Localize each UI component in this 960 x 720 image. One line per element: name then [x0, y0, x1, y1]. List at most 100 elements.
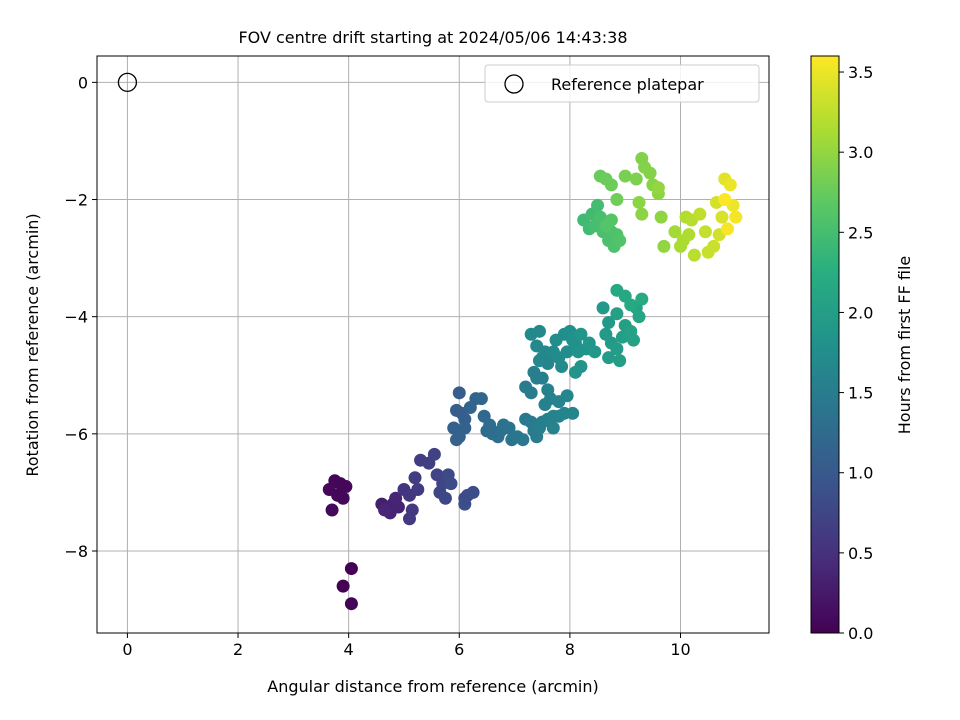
data-point — [452, 386, 466, 400]
data-point — [635, 207, 649, 221]
data-point — [591, 198, 605, 212]
colorbar-label: Hours from first FF file — [895, 256, 914, 435]
legend-label: Reference platepar — [551, 75, 704, 94]
y-tick-label: −4 — [64, 308, 88, 327]
y-tick-label: −8 — [64, 542, 88, 561]
data-point — [466, 485, 480, 499]
data-point — [626, 333, 640, 347]
data-point — [721, 222, 735, 236]
x-axis-ticks: 0 2 4 6 8 10 — [122, 633, 691, 659]
data-point — [339, 480, 353, 494]
data-point — [389, 491, 403, 505]
data-point — [651, 181, 665, 195]
data-point — [450, 433, 464, 447]
data-point — [715, 210, 729, 224]
data-points — [322, 152, 743, 611]
data-point — [530, 339, 544, 353]
data-point — [723, 178, 737, 192]
data-point — [635, 292, 649, 306]
data-point — [344, 562, 358, 576]
x-axis-label: Angular distance from reference (arcmin) — [267, 677, 598, 696]
data-point — [574, 327, 588, 341]
data-point — [474, 392, 488, 406]
data-point — [566, 406, 580, 420]
data-point — [610, 307, 624, 321]
data-point — [643, 166, 657, 180]
colorbar-tick-label: 2.5 — [848, 223, 873, 242]
data-point — [378, 503, 392, 517]
data-point — [618, 169, 632, 183]
data-point — [682, 228, 696, 242]
data-point — [707, 239, 721, 253]
data-point — [668, 225, 682, 239]
chart-title: FOV centre drift starting at 2024/05/06 … — [238, 28, 627, 47]
legend-box — [484, 64, 760, 103]
x-tick-label: 8 — [565, 640, 575, 659]
data-point — [613, 234, 627, 248]
plot-frame — [96, 55, 770, 634]
data-point — [458, 497, 472, 511]
data-point — [532, 354, 546, 368]
data-point — [502, 421, 516, 435]
y-tick-label: −6 — [64, 425, 88, 444]
legend-marker — [504, 74, 524, 94]
colorbar-ticks: 0.0 0.5 1.0 1.5 2.0 2.5 3.0 3.5 — [839, 63, 873, 643]
grid-lines — [97, 56, 769, 633]
data-point — [444, 477, 458, 491]
data-point — [624, 298, 638, 312]
y-axis-label: Rotation from reference (arcmin) — [23, 213, 42, 476]
data-point — [604, 178, 618, 192]
data-point — [632, 195, 646, 209]
data-point — [344, 597, 358, 611]
colorbar-tick-label: 0.0 — [848, 624, 873, 643]
data-point — [408, 471, 422, 485]
data-point — [610, 193, 624, 207]
data-point — [535, 371, 549, 385]
data-point — [629, 172, 643, 186]
data-point — [336, 579, 350, 593]
data-point — [610, 342, 624, 356]
data-point — [693, 207, 707, 221]
data-point — [325, 503, 339, 517]
x-tick-label: 6 — [454, 640, 464, 659]
x-tick-label: 0 — [122, 640, 132, 659]
data-point — [532, 324, 546, 338]
data-point — [604, 213, 618, 227]
x-tick-label: 10 — [670, 640, 690, 659]
data-point — [632, 310, 646, 324]
y-tick-label: 0 — [78, 73, 88, 92]
colorbar: 0.0 0.5 1.0 1.5 2.0 2.5 3.0 3.5 Hours from firs… — [810, 55, 914, 643]
data-point — [336, 491, 350, 505]
data-point — [657, 239, 671, 253]
data-point — [560, 345, 574, 359]
data-point — [718, 193, 732, 207]
data-point — [687, 248, 701, 262]
data-point — [458, 421, 472, 435]
colorbar-tick-label: 3.5 — [848, 63, 873, 82]
colorbar-tick-label: 1.0 — [848, 464, 873, 483]
colorbar-tick-label: 3.0 — [848, 143, 873, 162]
data-point — [613, 354, 627, 368]
data-point — [516, 433, 530, 447]
data-point — [602, 316, 616, 330]
legend: Reference platepar — [484, 64, 760, 103]
y-axis-ticks: 0 −2 −4 −6 −8 — [64, 73, 97, 561]
data-point — [654, 210, 668, 224]
x-tick-label: 2 — [233, 640, 243, 659]
data-point — [402, 512, 416, 526]
colorbar-tick-label: 2.0 — [848, 303, 873, 322]
data-point — [588, 345, 602, 359]
colorbar-gradient — [810, 55, 840, 634]
data-point — [560, 389, 574, 403]
data-point — [427, 447, 441, 461]
data-point — [568, 365, 582, 379]
data-point — [602, 351, 616, 365]
colorbar-tick-label: 0.5 — [848, 544, 873, 563]
data-point — [555, 359, 569, 373]
colorbar-tick-label: 1.5 — [848, 384, 873, 403]
data-point — [729, 210, 743, 224]
y-tick-label: −2 — [64, 191, 88, 210]
data-point — [438, 491, 452, 505]
reference-marker — [117, 72, 138, 93]
